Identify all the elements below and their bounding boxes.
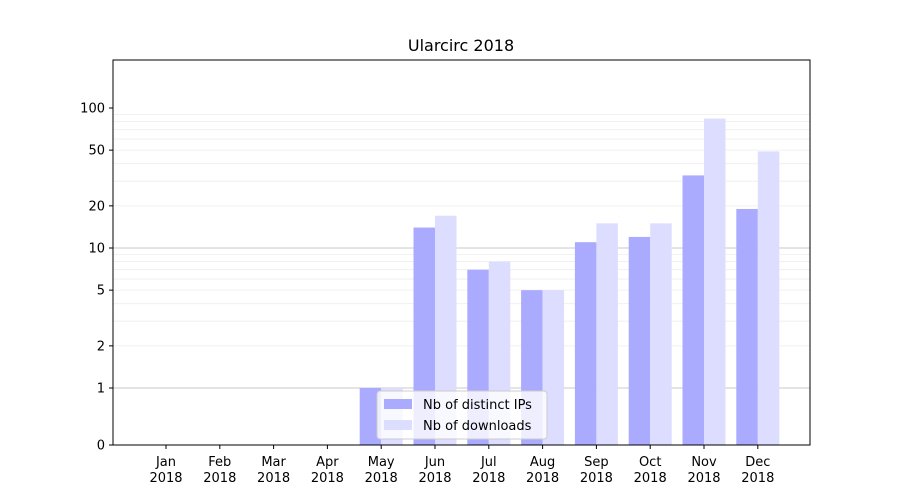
x-tick-year: 2018 xyxy=(203,471,236,486)
legend: Nb of distinct IPs Nb of downloads xyxy=(376,390,548,440)
x-tick-month: Apr xyxy=(316,455,339,470)
x-tick-month: Jul xyxy=(480,455,497,470)
y-tick-label: 50 xyxy=(88,144,105,159)
x-tick-label: Sep 2018 xyxy=(580,455,613,486)
y-tick-label: 20 xyxy=(88,199,105,214)
x-tick-label: May 2018 xyxy=(365,455,398,486)
x-tick-label: Apr 2018 xyxy=(311,455,344,486)
bar-downloads-sep xyxy=(596,223,618,445)
x-tick-label: Nov 2018 xyxy=(687,455,720,486)
x-tick-year: 2018 xyxy=(149,471,182,486)
bar-downloads-nov xyxy=(704,118,726,446)
x-tick-year: 2018 xyxy=(365,471,398,486)
bar-downloads-dec xyxy=(757,151,780,445)
x-tick-label: Jan 2018 xyxy=(149,455,182,486)
x-tick-year: 2018 xyxy=(741,471,774,486)
y-axis: 0 1 2 5 10 20 50 100 xyxy=(80,102,113,454)
x-tick-month: May xyxy=(368,455,395,470)
legend-label: Nb of downloads xyxy=(423,419,532,434)
x-tick-year: 2018 xyxy=(526,471,559,486)
x-tick-month: Oct xyxy=(639,455,661,470)
x-tick-label: Mar 2018 xyxy=(257,455,290,486)
bar-distinct-ips-dec xyxy=(736,208,758,445)
x-tick-month: Sep xyxy=(584,455,609,470)
x-tick-month: Aug xyxy=(530,455,555,470)
bar-downloads-aug xyxy=(542,290,565,445)
x-tick-month: Nov xyxy=(691,455,717,470)
y-tick-label: 100 xyxy=(80,102,105,117)
x-tick-year: 2018 xyxy=(634,471,667,486)
chart-title: Ularcirc 2018 xyxy=(408,36,514,55)
legend-swatch xyxy=(384,420,412,430)
legend-swatch xyxy=(384,399,412,409)
x-tick-year: 2018 xyxy=(472,471,505,486)
bar-distinct-ips-nov xyxy=(682,175,704,445)
bar-downloads-jun xyxy=(435,215,457,445)
bar-distinct-ips-sep xyxy=(574,242,597,445)
x-tick-month: Jun xyxy=(424,455,445,470)
legend-label: Nb of distinct IPs xyxy=(423,398,532,413)
x-tick-month: Feb xyxy=(208,455,231,470)
x-tick-label: Jul 2018 xyxy=(472,455,505,486)
x-tick-label: Aug 2018 xyxy=(526,455,559,486)
x-tick-year: 2018 xyxy=(580,471,613,486)
x-tick-year: 2018 xyxy=(687,471,720,486)
bar-distinct-ips-oct xyxy=(628,236,651,445)
y-tick-label: 1 xyxy=(97,382,105,397)
x-tick-label: Dec 2018 xyxy=(741,455,774,486)
x-tick-year: 2018 xyxy=(418,471,451,486)
plot-frame xyxy=(112,59,811,446)
x-tick-label: Feb 2018 xyxy=(203,455,236,486)
bar-distinct-ips-may xyxy=(359,388,382,445)
x-tick-label: Oct 2018 xyxy=(634,455,667,486)
y-tick-label: 0 xyxy=(97,439,105,454)
x-tick-month: Mar xyxy=(261,455,286,470)
x-tick-month: Jan xyxy=(155,455,176,470)
x-tick-year: 2018 xyxy=(311,471,344,486)
bar-downloads-oct xyxy=(650,223,672,445)
y-tick-label: 10 xyxy=(88,242,105,257)
y-tick-label: 2 xyxy=(97,339,105,354)
x-tick-label: Jun 2018 xyxy=(418,455,451,486)
x-tick-year: 2018 xyxy=(257,471,290,486)
x-tick-month: Dec xyxy=(745,455,770,470)
legend-box xyxy=(376,390,548,440)
y-tick-label: 5 xyxy=(97,284,105,299)
grid-lines xyxy=(113,114,810,389)
